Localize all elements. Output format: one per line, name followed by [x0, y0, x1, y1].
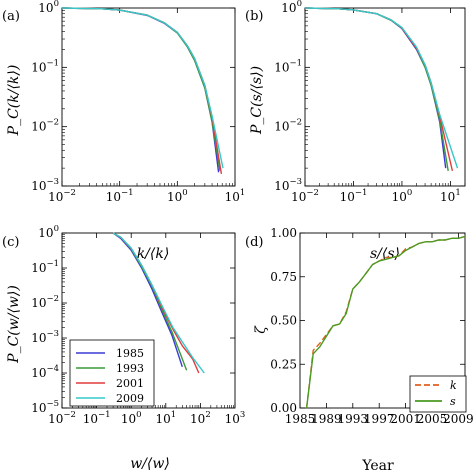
x-tick-label: 1997	[364, 412, 395, 426]
plot-frame	[61, 7, 236, 187]
series-line-1993	[304, 7, 449, 172]
y-tick-label: 100	[38, 224, 59, 240]
y-tick-label: 10−1	[31, 58, 59, 74]
x-tick-label: 10−1	[83, 410, 111, 426]
panel-label-a: (a)	[2, 9, 20, 24]
legend-c: 1985 1993 2001 2009	[69, 339, 155, 407]
y-tick-label: 10−5	[31, 399, 59, 415]
y-tick-label: 10−2	[31, 294, 59, 310]
x-tick-label: 1989	[311, 412, 342, 426]
panel-label-c: (c)	[2, 235, 19, 250]
plot-frame	[61, 232, 236, 409]
xlabel-a: k/⟨k⟩	[137, 246, 170, 262]
x-tick-label: 10−2	[48, 188, 76, 204]
legend-d-label-k: k	[450, 379, 457, 392]
y-tick-label: 10−2	[31, 118, 59, 134]
y-tick-label: 0.75	[270, 270, 297, 284]
x-tick-label: 1993	[338, 412, 369, 426]
series-line-1985	[61, 7, 220, 173]
panel-c: 10−2 10−1 100 101 102 103 10−5 10−4 10−3 10−2 10−1…	[31, 224, 245, 426]
y-tick-label: 100	[281, 0, 302, 15]
y-tick-label: 10−3	[274, 177, 302, 193]
legend-d: k s	[409, 375, 467, 413]
x-tick-label: 1985	[285, 412, 316, 426]
x-tick-label: 101	[155, 410, 176, 426]
y-tick-label: 10−3	[31, 177, 59, 193]
y-tick-label: 10−1	[31, 259, 59, 275]
y-tick-label: 10−4	[31, 364, 59, 380]
ylabel-a: P_C(k/⟨k⟩)	[6, 65, 22, 137]
x-tick-label: 10−2	[291, 188, 319, 204]
legend-c-label-2001: 2001	[116, 377, 144, 390]
series-line-s	[305, 235, 466, 409]
y-tick-label: 1.00	[270, 226, 297, 240]
legend-d-box	[409, 375, 467, 413]
series-line-1993	[61, 7, 221, 172]
series-line-1985	[112, 232, 183, 368]
x-tick-label: 100	[121, 410, 142, 426]
panel-label-b: (b)	[245, 9, 263, 24]
x-tick-label: 103	[225, 410, 246, 426]
y-tick-label: 10−3	[31, 329, 59, 345]
series-line-2009	[112, 232, 205, 374]
y-tick-label: 0.00	[270, 401, 297, 415]
legend-c-label-1993: 1993	[116, 362, 144, 375]
series-line-1985	[304, 7, 447, 169]
legend-d-label-s: s	[450, 395, 456, 408]
x-tick-label: 2009	[443, 412, 474, 426]
series-line-2009	[304, 7, 459, 169]
x-tick-label: 101	[440, 188, 461, 204]
ylabel-c: P_C(w/⟨w⟩)	[6, 285, 22, 364]
series-line-2001	[61, 7, 223, 175]
series-line-2009	[61, 7, 224, 169]
x-tick-label: 101	[225, 188, 246, 204]
y-tick-label: 100	[38, 0, 59, 15]
ylabel-d: ζ	[253, 325, 269, 334]
y-tick-label: 10−1	[274, 58, 302, 74]
y-tick-label: 0.25	[270, 357, 297, 371]
x-tick-label: 100	[392, 188, 413, 204]
ylabel-b: P_C(s/⟨s⟩)	[249, 66, 265, 135]
panel-label-d: (d)	[245, 235, 263, 250]
x-tick-label: 102	[190, 410, 211, 426]
xlabel-c: w/⟨w⟩	[130, 456, 170, 472]
legend-c-label-2009: 2009	[116, 392, 144, 405]
series-line-2001	[304, 7, 454, 172]
legend-c-box	[69, 339, 155, 407]
y-tick-label: 0.50	[270, 314, 297, 328]
x-tick-label: 10−2	[48, 410, 76, 426]
x-tick-label: 10−1	[340, 188, 368, 204]
xlabel-d: Year	[361, 458, 394, 474]
x-tick-label: 2001	[390, 412, 421, 426]
x-tick-label: 10−1	[106, 188, 134, 204]
y-tick-label: 10−2	[274, 118, 302, 134]
x-tick-label: 2005	[417, 412, 448, 426]
legend-c-label-1985: 1985	[116, 347, 144, 360]
x-tick-label: 100	[167, 188, 188, 204]
plot-frame	[304, 7, 466, 187]
